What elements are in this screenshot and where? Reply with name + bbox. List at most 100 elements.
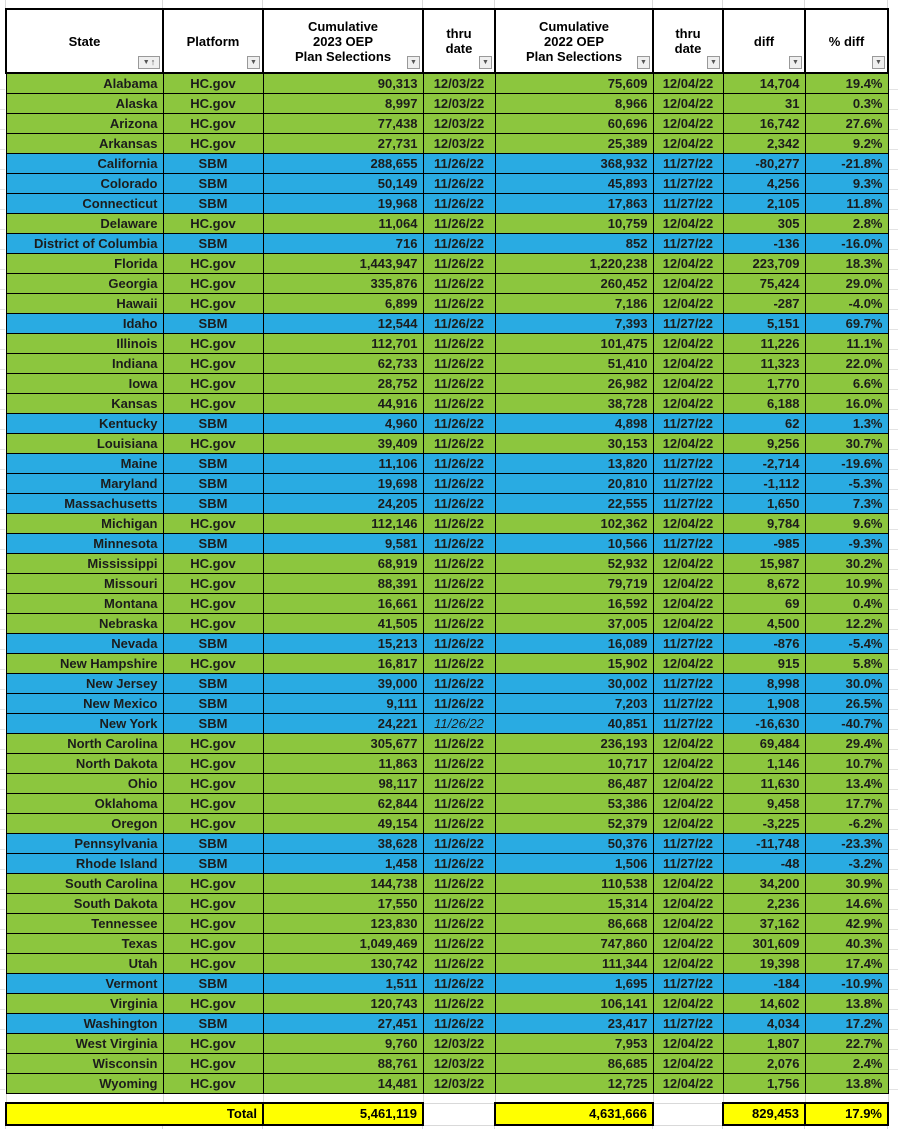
diff-cell[interactable]: -1,112 [722,473,806,494]
sel-2022-cell[interactable]: 12,725 [494,1073,654,1094]
thru-date-2022-cell[interactable]: 12/04/22 [652,593,724,614]
sel-2022-cell[interactable]: 30,153 [494,433,654,454]
thru-date-2023-cell[interactable]: 11/26/22 [422,593,496,614]
platform-cell[interactable]: SBM [162,153,264,174]
thru-date-2023-cell[interactable]: 11/26/22 [422,753,496,774]
thru-date-2023-cell[interactable]: 11/26/22 [422,853,496,874]
platform-cell[interactable]: HC.gov [162,1033,264,1054]
sel-2023-cell[interactable]: 49,154 [262,813,424,834]
thru-date-2022-cell[interactable]: 11/27/22 [652,453,724,474]
thru-date-2023-cell[interactable]: 11/26/22 [422,733,496,754]
state-cell[interactable]: Iowa [5,373,164,394]
state-cell[interactable]: Wyoming [5,1073,164,1094]
sel-2023-cell[interactable]: 24,205 [262,493,424,514]
state-cell[interactable]: North Dakota [5,753,164,774]
sel-2023-cell[interactable]: 112,701 [262,333,424,354]
filter-icon[interactable]: ▼ [637,56,650,69]
diff-cell[interactable]: 1,770 [722,373,806,394]
sel-2022-cell[interactable]: 52,379 [494,813,654,834]
platform-cell[interactable]: SBM [162,193,264,214]
sel-2022-cell[interactable]: 79,719 [494,573,654,594]
state-cell[interactable]: Idaho [5,313,164,334]
sel-2023-cell[interactable]: 41,505 [262,613,424,634]
state-cell[interactable]: Kentucky [5,413,164,434]
thru-date-2023-cell[interactable]: 12/03/22 [422,93,496,114]
pct-diff-cell[interactable]: 22.7% [804,1033,889,1054]
platform-cell[interactable]: HC.gov [162,133,264,154]
sel-2022-cell[interactable]: 26,982 [494,373,654,394]
platform-cell[interactable]: HC.gov [162,733,264,754]
pct-diff-cell[interactable]: 30.9% [804,873,889,894]
thru-date-2022-cell[interactable]: 11/27/22 [652,173,724,194]
thru-date-2022-cell[interactable]: 12/04/22 [652,253,724,274]
sel-2023-cell[interactable]: 9,111 [262,693,424,714]
pct-diff-cell[interactable]: 6.6% [804,373,889,394]
pct-diff-cell[interactable]: 10.9% [804,573,889,594]
platform-cell[interactable]: HC.gov [162,113,264,134]
filter-icon[interactable]: ▼ [872,56,885,69]
pct-diff-cell[interactable]: -3.2% [804,853,889,874]
state-cell[interactable]: Pennsylvania [5,833,164,854]
state-cell[interactable]: Arizona [5,113,164,134]
state-cell[interactable]: Connecticut [5,193,164,214]
state-cell[interactable]: South Dakota [5,893,164,914]
pct-diff-cell[interactable]: 18.3% [804,253,889,274]
sel-2022-cell[interactable]: 1,220,238 [494,253,654,274]
thru-date-2023-cell[interactable]: 11/26/22 [422,393,496,414]
sel-2022-cell[interactable]: 38,728 [494,393,654,414]
thru-date-2022-cell[interactable]: 12/04/22 [652,553,724,574]
diff-cell[interactable]: 1,146 [722,753,806,774]
thru-date-2022-cell[interactable]: 12/04/22 [652,333,724,354]
pct-diff-cell[interactable]: 29.0% [804,273,889,294]
sel-2022-cell[interactable]: 260,452 [494,273,654,294]
diff-cell[interactable]: 9,458 [722,793,806,814]
platform-cell[interactable]: HC.gov [162,553,264,574]
state-cell[interactable]: North Carolina [5,733,164,754]
thru-date-2023-cell[interactable]: 11/26/22 [422,613,496,634]
sel-2022-cell[interactable]: 13,820 [494,453,654,474]
sel-2023-cell[interactable]: 9,581 [262,533,424,554]
sel-2023-cell[interactable]: 88,391 [262,573,424,594]
state-cell[interactable]: Georgia [5,273,164,294]
pct-diff-cell[interactable]: 1.3% [804,413,889,434]
platform-cell[interactable]: SBM [162,533,264,554]
platform-cell[interactable]: SBM [162,673,264,694]
diff-cell[interactable]: 4,500 [722,613,806,634]
diff-cell[interactable]: 1,650 [722,493,806,514]
thru-date-2022-cell[interactable]: 11/27/22 [652,233,724,254]
sel-2023-cell[interactable]: 44,916 [262,393,424,414]
state-cell[interactable]: Mississippi [5,553,164,574]
sel-2023-cell[interactable]: 17,550 [262,893,424,914]
platform-cell[interactable]: HC.gov [162,893,264,914]
thru-date-2022-cell[interactable]: 12/04/22 [652,373,724,394]
platform-cell[interactable]: SBM [162,713,264,734]
state-cell[interactable]: District of Columbia [5,233,164,254]
platform-cell[interactable]: HC.gov [162,593,264,614]
platform-cell[interactable]: HC.gov [162,293,264,314]
pct-diff-cell[interactable]: -21.8% [804,153,889,174]
platform-cell[interactable]: HC.gov [162,333,264,354]
diff-cell[interactable]: -80,277 [722,153,806,174]
sel-2022-cell[interactable]: 37,005 [494,613,654,634]
pct-diff-cell[interactable]: 14.6% [804,893,889,914]
sel-2022-cell[interactable]: 23,417 [494,1013,654,1034]
sel-2022-cell[interactable]: 50,376 [494,833,654,854]
diff-cell[interactable]: 2,236 [722,893,806,914]
thru-date-2022-cell[interactable]: 12/04/22 [652,813,724,834]
col-header-thru-date-2022[interactable]: thru date ▼ [652,8,724,74]
sel-2022-cell[interactable]: 86,685 [494,1053,654,1074]
platform-cell[interactable]: HC.gov [162,353,264,374]
state-cell[interactable]: Illinois [5,333,164,354]
pct-diff-cell[interactable]: -10.9% [804,973,889,994]
state-cell[interactable]: Alabama [5,72,164,94]
pct-diff-cell[interactable]: 27.6% [804,113,889,134]
state-cell[interactable]: New York [5,713,164,734]
sel-2023-cell[interactable]: 8,997 [262,93,424,114]
sel-2022-cell[interactable]: 16,089 [494,633,654,654]
thru-date-2022-cell[interactable]: 12/04/22 [652,273,724,294]
pct-diff-cell[interactable]: 22.0% [804,353,889,374]
diff-cell[interactable]: 2,105 [722,193,806,214]
sel-2022-cell[interactable]: 20,810 [494,473,654,494]
platform-cell[interactable]: HC.gov [162,513,264,534]
platform-cell[interactable]: HC.gov [162,273,264,294]
